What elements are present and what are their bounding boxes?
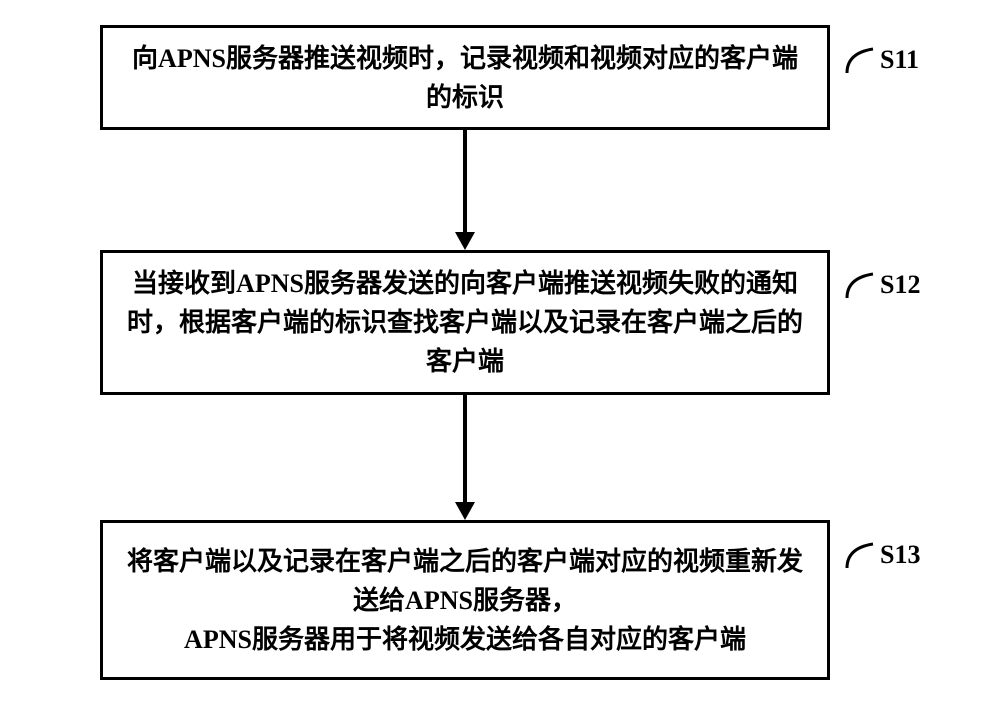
arrow-line	[463, 395, 467, 502]
arrow-head-icon	[455, 502, 475, 520]
arrow-head-icon	[455, 232, 475, 250]
node-s13-label-group: S13	[845, 540, 920, 570]
node-s12-label-group: S12	[845, 270, 920, 300]
node-s11-text: 向APNS服务器推送视频时，记录视频和视频对应的客户端的标识	[123, 39, 807, 117]
node-s13-text: 将客户端以及记录在客户端之后的客户端对应的视频重新发送给APNS服务器， APN…	[123, 542, 807, 659]
curve-marker-icon	[845, 270, 875, 300]
curve-marker-icon	[845, 45, 875, 75]
curve-marker-icon	[845, 540, 875, 570]
node-s13-label: S13	[880, 540, 920, 570]
flowchart-node-s13: 将客户端以及记录在客户端之后的客户端对应的视频重新发送给APNS服务器， APN…	[100, 520, 830, 680]
node-s12-text: 当接收到APNS服务器发送的向客户端推送视频失败的通知时，根据客户端的标识查找客…	[123, 264, 807, 381]
flowchart-node-s12: 当接收到APNS服务器发送的向客户端推送视频失败的通知时，根据客户端的标识查找客…	[100, 250, 830, 395]
node-s12-label: S12	[880, 270, 920, 300]
arrow-line	[463, 130, 467, 232]
flowchart-node-s11: 向APNS服务器推送视频时，记录视频和视频对应的客户端的标识	[100, 25, 830, 130]
node-s11-label-group: S11	[845, 45, 919, 75]
node-s11-label: S11	[880, 45, 919, 75]
